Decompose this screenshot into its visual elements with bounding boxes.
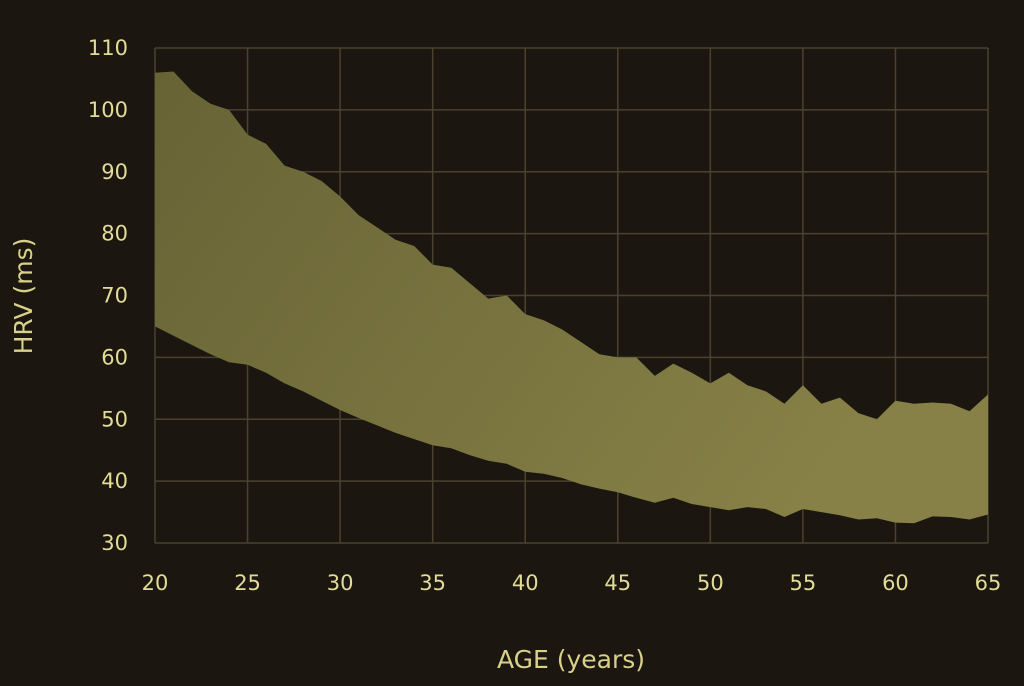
y-tick-label: 50 [101,407,128,431]
hrv-range-band [155,71,988,524]
y-tick-label: 40 [101,469,128,493]
y-tick-label: 70 [101,284,128,308]
y-tick-label: 30 [101,531,128,555]
x-tick-label: 30 [327,571,354,595]
x-tick-label: 60 [882,571,909,595]
y-axis-ticks: 30 40 50 60 70 80 90 100 110 [88,36,128,555]
y-tick-label: 90 [101,160,128,184]
x-tick-label: 50 [697,571,724,595]
x-tick-label: 55 [790,571,817,595]
y-tick-label: 110 [88,36,128,60]
y-axis-label: HRV (ms) [9,238,38,355]
y-tick-label: 80 [101,222,128,246]
x-tick-label: 35 [419,571,446,595]
x-tick-label: 65 [975,571,1002,595]
x-axis-label: AGE (years) [497,645,645,674]
x-tick-label: 25 [234,571,261,595]
x-tick-label: 40 [512,571,539,595]
y-tick-label: 60 [101,345,128,369]
x-axis-ticks: 20 25 30 35 40 45 50 55 60 65 [142,571,1002,595]
x-tick-label: 45 [604,571,631,595]
x-tick-label: 20 [142,571,169,595]
y-tick-label: 100 [88,98,128,122]
